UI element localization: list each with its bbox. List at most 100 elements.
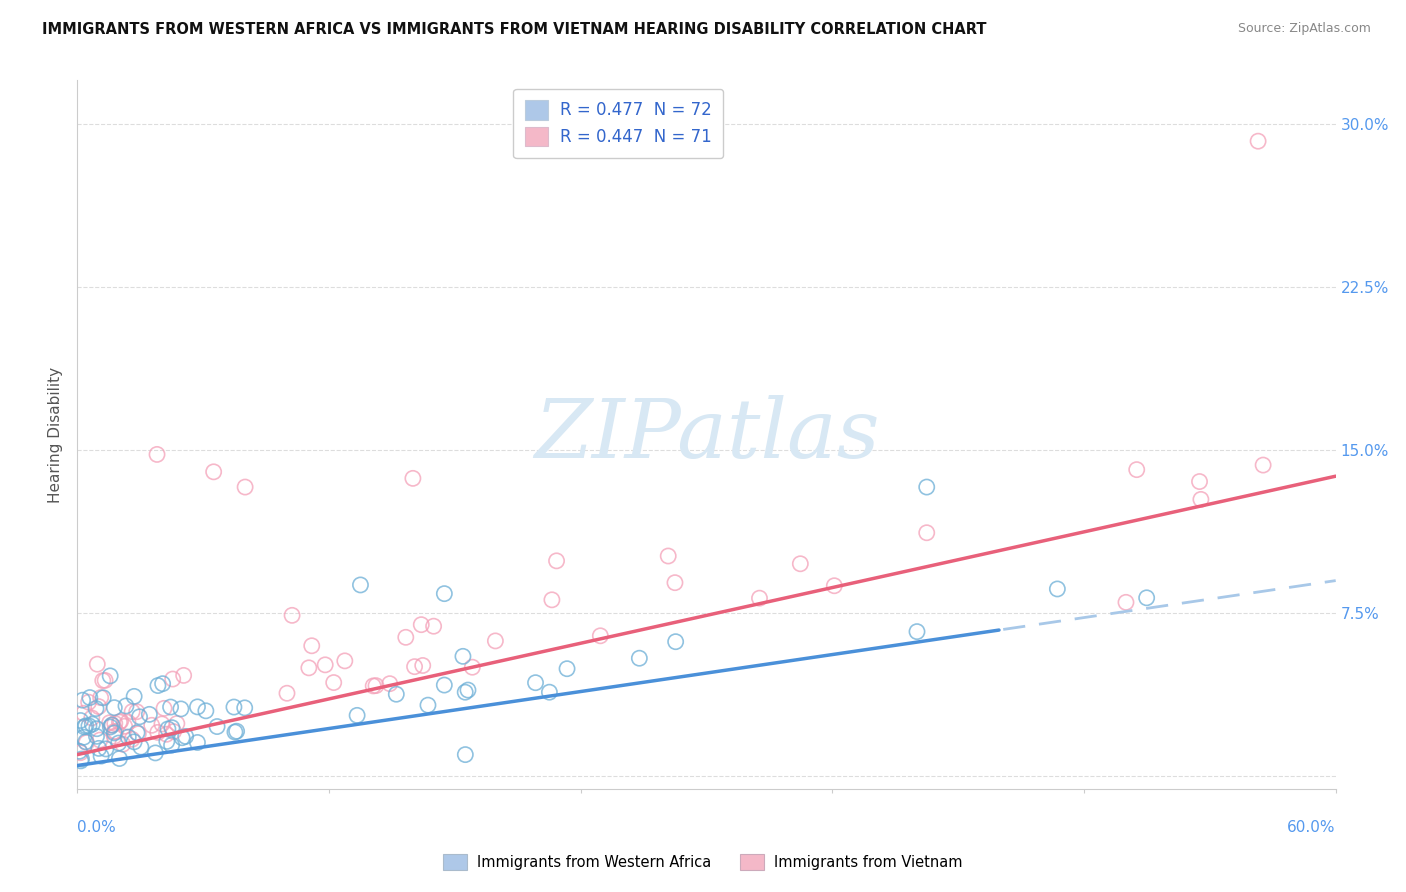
Point [156, 722, 179, 736]
Point [143, 746, 166, 760]
Point [789, 557, 811, 571]
Point [402, 471, 425, 485]
Point [222, 700, 245, 714]
Point [364, 679, 387, 693]
Point [114, 719, 136, 733]
Point [224, 725, 246, 739]
Point [110, 714, 132, 729]
Point [101, 718, 124, 732]
Text: ZIPatlas: ZIPatlas [534, 395, 879, 475]
Point [103, 724, 125, 739]
Point [166, 716, 188, 731]
Point [915, 480, 938, 494]
Point [628, 651, 651, 665]
Point [117, 715, 139, 730]
Point [115, 698, 138, 713]
Point [146, 447, 169, 461]
Point [385, 687, 408, 701]
Point [76, 736, 98, 750]
Point [1189, 492, 1212, 507]
Point [823, 579, 845, 593]
Point [79, 690, 101, 705]
Point [1115, 595, 1137, 609]
Point [153, 701, 176, 715]
Point [412, 658, 434, 673]
Point [146, 725, 169, 739]
Point [233, 480, 256, 494]
Point [162, 724, 184, 739]
Point [86, 657, 108, 672]
Point [103, 729, 125, 743]
Point [108, 751, 131, 765]
Point [121, 705, 143, 719]
Point [155, 727, 177, 741]
Point [346, 708, 368, 723]
Point [94, 673, 117, 688]
Point [87, 741, 110, 756]
Point [104, 716, 127, 731]
Point [125, 725, 148, 739]
Text: IMMIGRANTS FROM WESTERN AFRICA VS IMMIGRANTS FROM VIETNAM HEARING DISABILITY COR: IMMIGRANTS FROM WESTERN AFRICA VS IMMIGR… [42, 22, 987, 37]
Text: 60.0%: 60.0% [1288, 820, 1336, 835]
Point [404, 659, 426, 673]
Point [138, 707, 160, 722]
Point [75, 735, 97, 749]
Point [301, 639, 323, 653]
Point [70, 752, 93, 766]
Point [67, 744, 90, 758]
Point [333, 654, 356, 668]
Y-axis label: Hearing Disability: Hearing Disability [48, 367, 63, 503]
Point [665, 634, 688, 648]
Point [162, 672, 184, 686]
Point [104, 724, 127, 739]
Point [395, 630, 418, 644]
Point [484, 634, 506, 648]
Point [90, 749, 112, 764]
Point [111, 737, 134, 751]
Point [457, 683, 479, 698]
Point [411, 617, 433, 632]
Point [298, 661, 321, 675]
Point [1251, 458, 1274, 472]
Point [454, 747, 477, 762]
Point [541, 592, 564, 607]
Point [122, 690, 145, 704]
Point [1247, 134, 1270, 148]
Point [276, 686, 298, 700]
Point [170, 702, 193, 716]
Point [1136, 591, 1159, 605]
Text: 0.0%: 0.0% [77, 820, 117, 835]
Point [141, 718, 163, 732]
Point [546, 554, 568, 568]
Point [281, 608, 304, 623]
Point [103, 726, 125, 740]
Point [91, 690, 114, 705]
Point [172, 731, 194, 745]
Point [194, 704, 217, 718]
Point [75, 719, 97, 733]
Point [125, 705, 148, 719]
Point [98, 715, 121, 730]
Point [86, 729, 108, 743]
Point [73, 730, 96, 744]
Point [98, 669, 121, 683]
Point [101, 718, 124, 732]
Point [107, 736, 129, 750]
Point [233, 701, 256, 715]
Point [748, 591, 770, 606]
Legend: R = 0.477  N = 72, R = 0.447  N = 71: R = 0.477 N = 72, R = 0.447 N = 71 [513, 88, 724, 158]
Legend: Immigrants from Western Africa, Immigrants from Vietnam: Immigrants from Western Africa, Immigran… [437, 848, 969, 876]
Point [69, 754, 91, 768]
Point [73, 720, 96, 734]
Point [89, 733, 111, 747]
Point [122, 735, 145, 749]
Point [87, 699, 110, 714]
Point [108, 715, 131, 730]
Point [433, 678, 456, 692]
Point [121, 732, 143, 747]
Point [150, 717, 173, 731]
Point [80, 711, 103, 725]
Point [152, 676, 174, 690]
Point [589, 629, 612, 643]
Point [69, 746, 91, 760]
